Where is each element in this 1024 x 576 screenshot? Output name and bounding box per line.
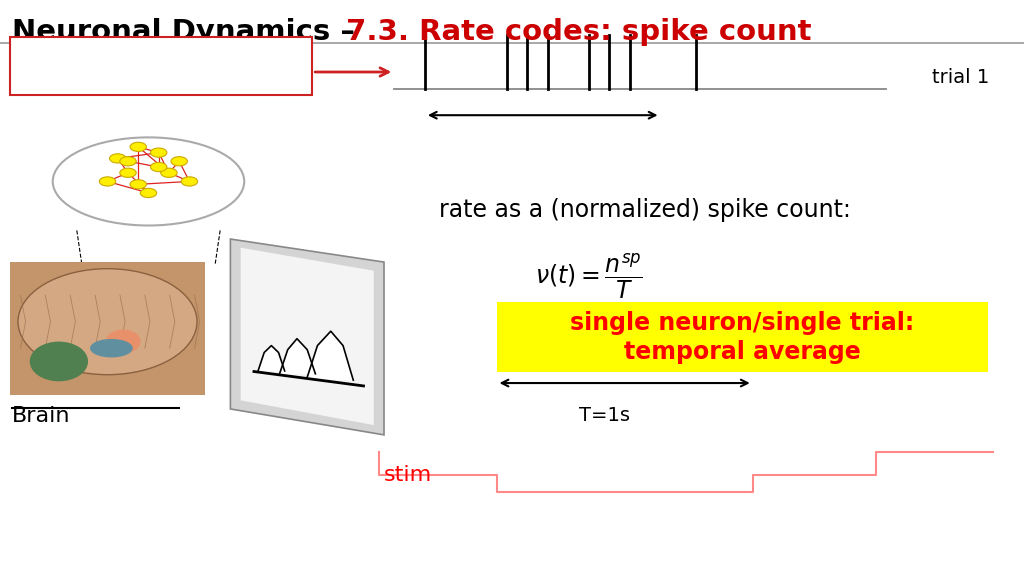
Circle shape: [110, 154, 126, 163]
Circle shape: [140, 188, 157, 198]
Text: $\nu(t) = \dfrac{n^{sp}}{T}$: $\nu(t) = \dfrac{n^{sp}}{T}$: [535, 252, 643, 301]
Text: rate as a (normalized) spike count:: rate as a (normalized) spike count:: [439, 198, 851, 222]
Circle shape: [120, 157, 136, 166]
Bar: [10, 262, 205, 395]
Polygon shape: [307, 331, 353, 380]
Text: trial 1: trial 1: [932, 69, 989, 87]
Text: T=1s: T=1s: [579, 406, 630, 425]
Circle shape: [130, 180, 146, 189]
Ellipse shape: [52, 137, 244, 225]
Polygon shape: [280, 339, 315, 374]
Text: Variability of  spike timing: Variability of spike timing: [44, 57, 279, 75]
Polygon shape: [241, 248, 374, 425]
Text: Neuronal Dynamics –: Neuronal Dynamics –: [12, 18, 366, 47]
Ellipse shape: [18, 268, 197, 375]
Text: temporal average: temporal average: [624, 340, 861, 364]
Bar: [497, 302, 988, 372]
Circle shape: [181, 177, 198, 186]
Text: Brain: Brain: [12, 406, 71, 426]
Ellipse shape: [30, 342, 88, 381]
Text: single neuron/single trial:: single neuron/single trial:: [570, 311, 914, 335]
Circle shape: [171, 157, 187, 166]
Circle shape: [161, 168, 177, 177]
Circle shape: [130, 142, 146, 151]
Circle shape: [99, 177, 116, 186]
Circle shape: [120, 168, 136, 177]
Text: stim: stim: [384, 465, 432, 485]
Polygon shape: [258, 346, 285, 371]
Ellipse shape: [90, 339, 133, 358]
Ellipse shape: [105, 329, 140, 354]
Circle shape: [151, 148, 167, 157]
Circle shape: [151, 162, 167, 172]
Polygon shape: [230, 239, 384, 435]
Bar: [10, 37, 312, 95]
Text: 7.3. Rate codes: spike count: 7.3. Rate codes: spike count: [346, 18, 812, 47]
